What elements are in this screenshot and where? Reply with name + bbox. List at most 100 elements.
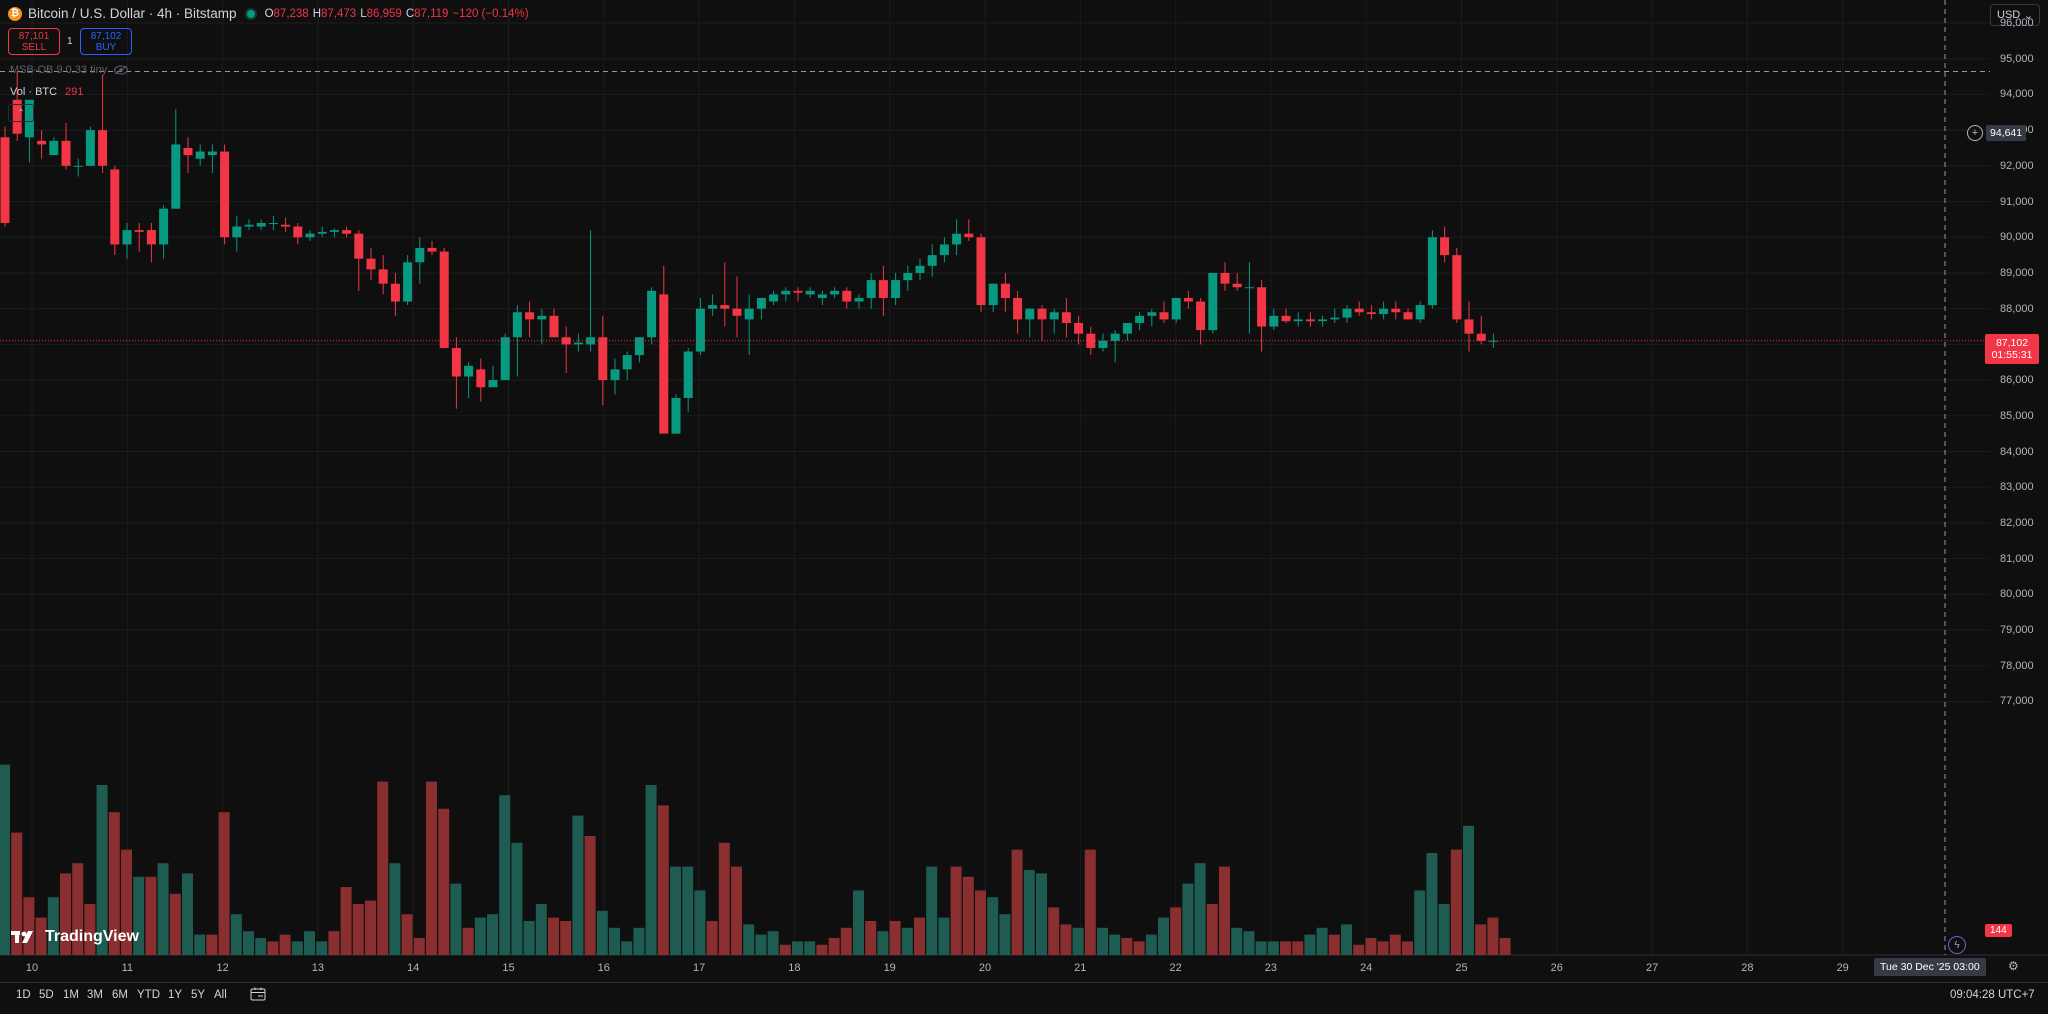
volume-bar bbox=[1023, 870, 1035, 955]
settings-gear-icon[interactable]: ⚙ bbox=[2008, 959, 2019, 973]
candle bbox=[695, 297, 705, 356]
range-button-6m[interactable]: 6M bbox=[112, 989, 128, 1001]
candle-body bbox=[1318, 319, 1328, 322]
candle-body bbox=[183, 147, 193, 156]
range-button-5d[interactable]: 5D bbox=[39, 989, 54, 1001]
symbol-title[interactable]: Bitcoin / U.S. Dollar · 4h · Bitstamp bbox=[28, 6, 237, 21]
candle bbox=[488, 365, 498, 388]
candle-body bbox=[439, 251, 449, 348]
volume-bar bbox=[47, 897, 59, 955]
range-button-all[interactable]: All bbox=[214, 989, 227, 1001]
candle bbox=[451, 337, 461, 409]
volume-bar bbox=[1463, 825, 1474, 955]
volume-bar bbox=[1304, 934, 1316, 955]
candle bbox=[1037, 305, 1047, 341]
volume-bar bbox=[243, 931, 254, 955]
collapse-legend-button[interactable]: ⌃ bbox=[8, 104, 34, 122]
calendar-icon[interactable] bbox=[250, 987, 266, 1001]
candle bbox=[817, 290, 827, 306]
volume-bar bbox=[1182, 883, 1194, 955]
time-tick-label: 16 bbox=[597, 962, 610, 974]
candle-body bbox=[37, 140, 47, 145]
utc-clock[interactable]: 09:04:28 UTC+7 bbox=[1950, 989, 2035, 1001]
candle bbox=[61, 122, 71, 170]
candle bbox=[793, 287, 803, 302]
volume-bar bbox=[1072, 927, 1084, 955]
volume-bar bbox=[60, 873, 71, 955]
market-status-icon[interactable] bbox=[246, 9, 255, 18]
range-button-3m[interactable]: 3M bbox=[87, 989, 103, 1001]
price-tick-label: 78,000 bbox=[2000, 659, 2034, 672]
candle bbox=[464, 362, 474, 398]
candle-body bbox=[695, 308, 705, 352]
volume-bar bbox=[609, 927, 620, 955]
range-button-1d[interactable]: 1D bbox=[16, 989, 31, 1001]
candle-body bbox=[1013, 297, 1023, 320]
volume-bar bbox=[1219, 866, 1230, 955]
plus-icon[interactable]: + bbox=[1967, 125, 1983, 141]
candle bbox=[866, 272, 876, 309]
candle bbox=[1013, 290, 1023, 334]
volume-bar bbox=[169, 893, 181, 955]
volume-legend[interactable]: Vol · BTC 291 bbox=[10, 86, 83, 98]
candle bbox=[1305, 312, 1315, 327]
candle-body bbox=[1354, 308, 1364, 313]
tradingview-mark-icon bbox=[11, 931, 33, 943]
candle-body bbox=[1171, 297, 1181, 320]
candle bbox=[1403, 308, 1413, 320]
volume-bar bbox=[1365, 938, 1377, 955]
volume-bar bbox=[840, 927, 852, 955]
candle-body bbox=[1293, 319, 1303, 322]
volume-bar bbox=[1341, 924, 1352, 955]
candle bbox=[1061, 297, 1071, 338]
sell-price: 87,101 bbox=[18, 30, 50, 42]
candle-body bbox=[622, 355, 632, 370]
candle bbox=[1415, 301, 1425, 323]
candle-body bbox=[403, 262, 413, 302]
candle bbox=[976, 233, 986, 313]
volume-bar bbox=[560, 921, 572, 955]
currency-select[interactable]: USD ⌄ bbox=[1990, 4, 2040, 26]
candle bbox=[769, 290, 779, 306]
candle-body bbox=[1086, 333, 1096, 348]
symbol-header: ₿ Bitcoin / U.S. Dollar · 4h · Bitstamp … bbox=[8, 6, 529, 21]
eye-icon[interactable] bbox=[113, 65, 129, 75]
sell-button[interactable]: 87,101 SELL bbox=[8, 28, 60, 55]
candle bbox=[415, 237, 425, 284]
buy-button[interactable]: 87,102 BUY bbox=[80, 28, 132, 55]
range-button-1y[interactable]: 1Y bbox=[168, 989, 183, 1001]
indicator-legend[interactable]: MSB-OB 9 0.33 tiny bbox=[10, 64, 129, 76]
volume-bar bbox=[462, 927, 474, 955]
candle-body bbox=[878, 280, 888, 298]
price-tick-label: 79,000 bbox=[2000, 624, 2034, 637]
volume-bar bbox=[816, 944, 828, 955]
price-tick-label: 88,000 bbox=[2000, 302, 2034, 315]
volume-bar bbox=[682, 866, 694, 955]
candle-body bbox=[1440, 237, 1450, 256]
range-button-ytd[interactable]: YTD bbox=[137, 989, 160, 1001]
range-button-1m[interactable]: 1M bbox=[63, 989, 79, 1001]
volume-bar bbox=[767, 931, 779, 955]
range-button-5y[interactable]: 5Y bbox=[191, 989, 206, 1001]
candle bbox=[598, 315, 608, 406]
volume-bar bbox=[1133, 941, 1145, 955]
volume-bar bbox=[731, 866, 742, 955]
lightning-icon[interactable]: ϟ bbox=[1948, 936, 1966, 954]
candle-body bbox=[586, 337, 596, 345]
candle-body bbox=[988, 283, 998, 306]
candle-body bbox=[390, 283, 400, 302]
candle bbox=[610, 358, 620, 395]
candle bbox=[183, 137, 193, 173]
volume-bar bbox=[987, 897, 999, 955]
candle-body bbox=[1196, 301, 1206, 331]
candle-body bbox=[1220, 272, 1230, 284]
close-value: 87,119 bbox=[414, 7, 449, 20]
candle-body bbox=[891, 280, 901, 298]
tradingview-logo[interactable]: TradingView bbox=[11, 928, 139, 946]
candle bbox=[171, 108, 181, 209]
candle-body bbox=[244, 224, 254, 227]
candle bbox=[1464, 301, 1474, 352]
indicator-label: MSB-OB 9 0.33 tiny bbox=[10, 64, 108, 76]
